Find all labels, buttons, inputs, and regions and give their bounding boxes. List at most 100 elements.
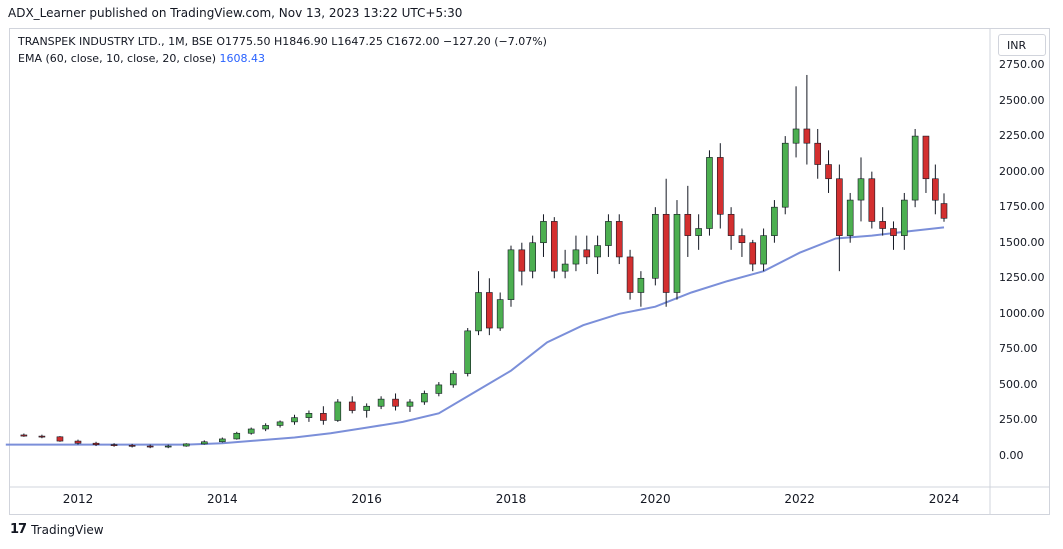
candle	[626, 249, 634, 300]
candle-body-down	[825, 164, 832, 180]
candle-body-up	[561, 263, 569, 272]
candle	[518, 242, 526, 286]
candle-body-down	[684, 213, 692, 236]
legend-ema-line: EMA (60, close, 10, close, 20, close) 16…	[18, 52, 265, 65]
candle-body-up	[911, 135, 919, 201]
candle	[727, 207, 735, 250]
candle	[200, 440, 208, 445]
candle-body-up	[771, 206, 778, 236]
candle-body-down	[890, 228, 897, 236]
candle	[421, 390, 428, 405]
candle-body-up	[406, 401, 414, 407]
candle	[406, 399, 414, 412]
candle-body-up	[496, 299, 504, 329]
candle	[605, 214, 612, 257]
y-tick-label: 1000.00	[999, 306, 1045, 320]
candle-body-down	[392, 398, 399, 407]
candle-body-up	[846, 199, 854, 236]
candle-body-up	[781, 142, 789, 208]
candle	[496, 292, 504, 331]
y-tick-label: 250.00	[999, 413, 1038, 427]
candle-body-up	[291, 417, 298, 423]
candle-body-up	[182, 443, 190, 447]
candle-body-down	[74, 440, 82, 444]
candle	[74, 439, 82, 445]
candle-body-up	[540, 221, 547, 244]
candle-body-down	[814, 142, 822, 165]
candle	[110, 443, 118, 447]
y-tick-label: 2250.00	[999, 129, 1045, 143]
candle	[792, 86, 800, 158]
y-tick-label: 1750.00	[999, 200, 1045, 214]
candle	[932, 164, 939, 215]
candle-body-up	[652, 213, 659, 279]
candle	[825, 150, 832, 193]
candle-body-down	[38, 435, 46, 438]
x-tick-label: 2014	[207, 492, 238, 506]
candle-body-down	[738, 235, 746, 244]
candle	[486, 278, 493, 336]
currency-button[interactable]: INR	[998, 34, 1046, 56]
candle	[464, 328, 472, 377]
candle	[291, 414, 298, 425]
candle	[233, 431, 241, 440]
candle-body-up	[276, 421, 284, 426]
candle-body-up	[792, 128, 800, 144]
candle	[164, 444, 172, 449]
candle	[529, 235, 536, 279]
candle	[128, 443, 136, 448]
candle	[760, 228, 767, 272]
candle-layer	[20, 74, 948, 449]
candle	[868, 171, 876, 229]
candle	[348, 396, 356, 414]
candle	[922, 135, 930, 193]
y-tick-label: 2000.00	[999, 164, 1045, 178]
candle-body-down	[146, 445, 154, 448]
candle-body-down	[749, 242, 757, 265]
ema-layer	[5, 226, 945, 446]
candle-body-down	[550, 221, 558, 272]
candle-body-up	[305, 413, 313, 418]
candle-body-down	[348, 401, 356, 411]
candle-body-down	[20, 434, 28, 437]
candle	[673, 200, 681, 300]
candle-body-up	[334, 401, 342, 421]
x-tick-label: 2016	[351, 492, 382, 506]
tradingview-brand[interactable]: 17 TradingView	[10, 522, 104, 537]
candle	[146, 444, 154, 449]
y-tick-label: 0.00	[999, 449, 1024, 462]
candle	[836, 164, 843, 272]
candle-body-down	[716, 157, 724, 215]
candle	[449, 370, 457, 388]
y-tick-label: 2500.00	[999, 93, 1045, 107]
publish-info: ADX_Learner published on TradingView.com…	[8, 6, 463, 20]
candle-body-up	[475, 292, 482, 332]
candle-body-down	[320, 413, 327, 421]
x-tick-label: 2018	[495, 492, 527, 506]
candle-body-up	[901, 199, 908, 236]
candle-body-up	[673, 213, 681, 293]
candle-body-down	[486, 292, 493, 329]
y-tick-label: 1500.00	[999, 235, 1045, 249]
brand-label: TradingView	[31, 522, 104, 537]
candle	[56, 436, 64, 442]
candle	[771, 200, 778, 243]
y-tick-label: 1250.00	[999, 271, 1045, 285]
candle-body-down	[940, 203, 948, 219]
candle	[637, 271, 645, 307]
candle	[879, 207, 886, 236]
candle-body-up	[247, 428, 255, 434]
candle	[92, 441, 100, 447]
candle	[475, 271, 482, 336]
candle-body-down	[583, 249, 591, 258]
candle-body-up	[219, 438, 226, 443]
candle-body-down	[128, 445, 136, 447]
candle-body-down	[615, 221, 623, 258]
candle-body-down	[932, 178, 939, 201]
candle	[182, 443, 190, 447]
candle-body-down	[56, 436, 64, 442]
candle-body-up	[464, 330, 472, 374]
candle	[20, 433, 28, 437]
